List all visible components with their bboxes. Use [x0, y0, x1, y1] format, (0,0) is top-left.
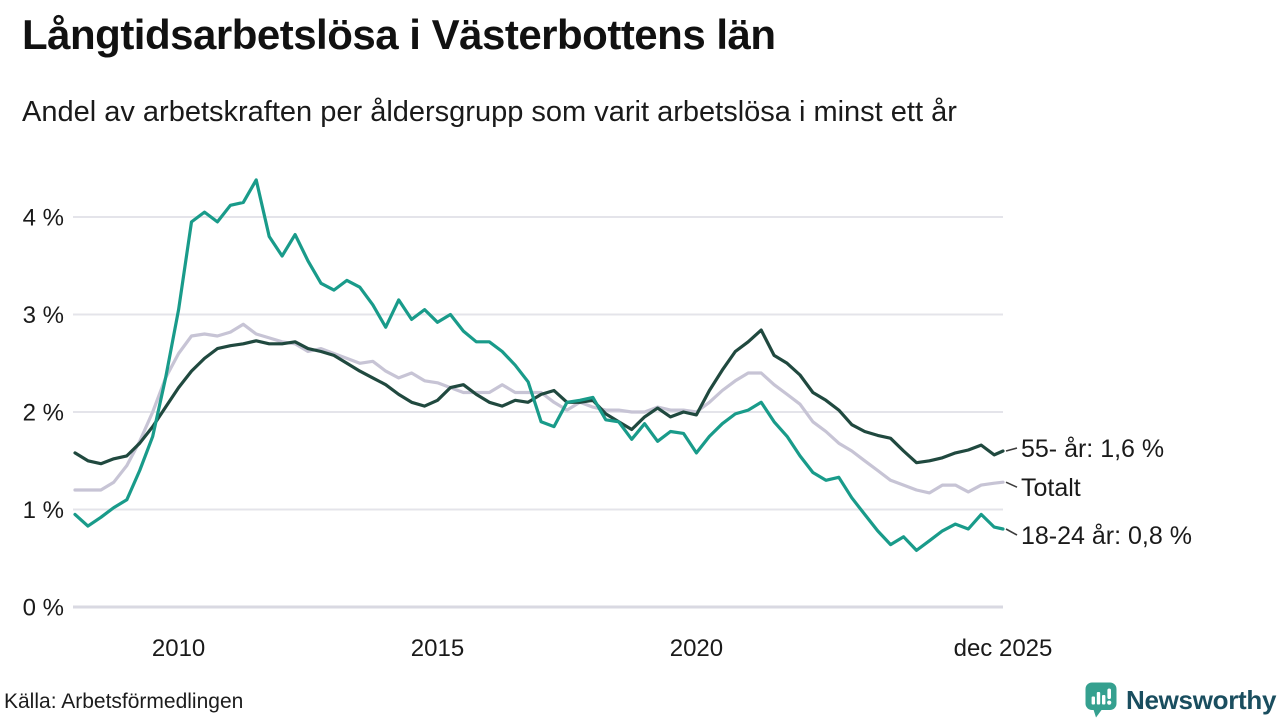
line-chart: 4 % 3 % 2 % 1 % 0 % 2010 2015 2020 dec 2025 55- å… [23, 178, 1192, 662]
logo-bar-mid [1102, 695, 1106, 705]
y-tick-label-4: 4 % [23, 205, 64, 232]
series-end-label-55: 55- år: 1,6 % [1021, 435, 1164, 463]
logo-exclamation-stem [1107, 688, 1111, 699]
chart-title: Långtidsarbetslösa i Västerbottens län [22, 11, 776, 58]
series-line-totalt [73, 322, 1005, 495]
end-label-connector-1824 [1005, 528, 1018, 536]
x-tick-label-2015: 2015 [411, 635, 464, 662]
y-tick-label-1: 1 % [23, 497, 64, 524]
x-tick-label-dec-2025: dec 2025 [954, 635, 1053, 662]
series-end-label-1824: 18-24 år: 0,8 % [1021, 522, 1192, 550]
x-tick-label-2020: 2020 [670, 635, 723, 662]
newsworthy-logo-icon [1085, 682, 1117, 718]
end-label-connector-55 [1005, 447, 1018, 452]
source-note: Källa: Arbetsförmedlingen [4, 690, 244, 713]
y-tick-label-2: 2 % [23, 400, 64, 427]
chart-subtitle: Andel av arbetskraften per åldersgrupp s… [22, 96, 957, 128]
logo-exclamation-dot [1107, 700, 1112, 705]
newsworthy-logo-text: Newsworthy [1126, 684, 1277, 715]
newsworthy-logo: Newsworthy [1084, 681, 1276, 719]
logo-bar-short [1091, 696, 1095, 705]
y-tick-label-0: 0 % [23, 595, 64, 622]
series-end-label-totalt: Totalt [1021, 474, 1081, 502]
y-tick-label-3: 3 % [23, 302, 64, 329]
x-tick-label-2010: 2010 [152, 635, 205, 662]
series-line-55 [73, 328, 1005, 466]
end-label-connector-totalt [1005, 481, 1018, 488]
series-line-1824 [73, 178, 1005, 552]
logo-bar-tall [1096, 692, 1101, 705]
